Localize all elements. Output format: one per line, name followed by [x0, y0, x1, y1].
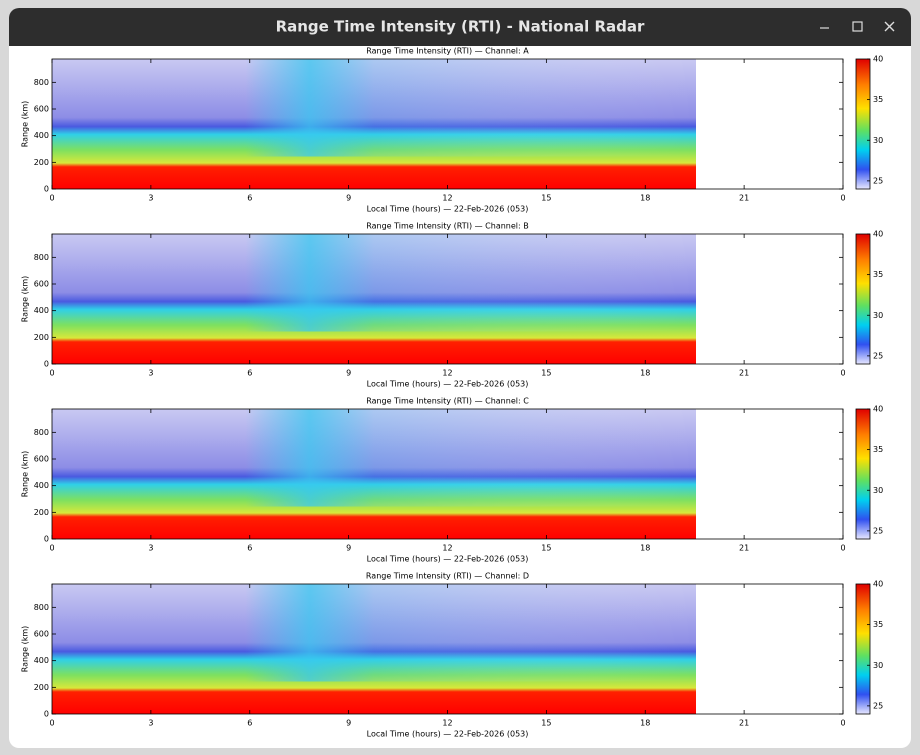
colorbar-tick-label: 35: [873, 620, 883, 629]
x-tick-label: 9: [346, 544, 351, 553]
x-tick-label: 9: [346, 719, 351, 728]
x-tick-label: 21: [739, 544, 749, 553]
x-tick-label: 12: [442, 544, 452, 553]
x-tick-label: 18: [640, 544, 650, 553]
x-axis-label: Local Time (hours) — 22-Feb-2026 (053): [367, 730, 529, 739]
y-tick-label: 800: [34, 78, 49, 87]
x-tick-label: 0: [49, 369, 54, 378]
heatmap-overlay: [52, 59, 696, 157]
x-tick-label: 3: [148, 194, 153, 203]
close-button[interactable]: [884, 21, 895, 32]
y-tick-label: 0: [44, 535, 49, 544]
y-axis-label: Range (km): [21, 276, 30, 323]
x-tick-label: 0: [840, 544, 845, 553]
x-tick-label: 6: [247, 369, 252, 378]
y-tick-label: 800: [34, 603, 49, 612]
x-tick-label: 15: [541, 544, 551, 553]
colorbar: [855, 583, 871, 715]
panel-title: Range Time Intensity (RTI) — Channel: A: [366, 47, 529, 56]
x-axis-label: Local Time (hours) — 22-Feb-2026 (053): [367, 555, 529, 564]
heatmap-overlay: [52, 584, 696, 682]
y-tick-label: 600: [34, 455, 49, 464]
colorbar-tick-label: 30: [873, 661, 883, 670]
x-tick-label: 3: [148, 544, 153, 553]
x-tick-label: 0: [840, 369, 845, 378]
y-tick-label: 200: [34, 333, 49, 342]
y-tick-label: 600: [34, 630, 49, 639]
colorbar-tick-label: 35: [873, 270, 883, 279]
y-tick-label: 600: [34, 105, 49, 114]
y-axis-label: Range (km): [21, 626, 30, 673]
y-tick-label: 400: [34, 481, 49, 490]
x-tick-label: 6: [247, 544, 252, 553]
colorbar-tick-label: 30: [873, 486, 883, 495]
x-tick-label: 12: [442, 194, 452, 203]
x-tick-label: 15: [541, 369, 551, 378]
colorbar-tick-label: 25: [873, 176, 883, 185]
x-tick-label: 18: [640, 369, 650, 378]
x-axis-label: Local Time (hours) — 22-Feb-2026 (053): [367, 380, 529, 389]
x-tick-label: 6: [247, 194, 252, 203]
window-title: Range Time Intensity (RTI) - National Ra…: [276, 18, 645, 36]
panel-title: Range Time Intensity (RTI) — Channel: D: [366, 572, 529, 581]
y-tick-label: 800: [34, 253, 49, 262]
heatmap-overlay: [52, 234, 696, 332]
y-tick-label: 800: [34, 428, 49, 437]
colorbar-tick-label: 30: [873, 136, 883, 145]
colorbar-tick-label: 40: [873, 580, 883, 589]
y-tick-label: 400: [34, 656, 49, 665]
y-tick-label: 200: [34, 508, 49, 517]
colorbar-tick-label: 25: [873, 701, 883, 710]
colorbar-tick-label: 30: [873, 311, 883, 320]
x-tick-label: 0: [840, 719, 845, 728]
y-tick-label: 0: [44, 360, 49, 369]
x-tick-label: 3: [148, 719, 153, 728]
x-tick-label: 9: [346, 369, 351, 378]
colorbar: [855, 408, 871, 540]
x-tick-label: 15: [541, 719, 551, 728]
x-tick-label: 21: [739, 194, 749, 203]
x-tick-label: 3: [148, 369, 153, 378]
colorbar: [855, 58, 871, 190]
colorbar-tick-label: 35: [873, 445, 883, 454]
colorbar-tick-label: 40: [873, 405, 883, 414]
y-tick-label: 0: [44, 710, 49, 719]
y-tick-label: 400: [34, 131, 49, 140]
y-axis-label: Range (km): [21, 451, 30, 498]
x-tick-label: 18: [640, 719, 650, 728]
x-tick-label: 18: [640, 194, 650, 203]
y-tick-label: 600: [34, 280, 49, 289]
colorbar-tick-label: 40: [873, 55, 883, 64]
y-axis-label: Range (km): [21, 101, 30, 148]
x-tick-label: 9: [346, 194, 351, 203]
colorbar: [855, 233, 871, 365]
x-tick-label: 21: [739, 719, 749, 728]
colorbar-tick-label: 25: [873, 526, 883, 535]
x-tick-label: 12: [442, 369, 452, 378]
panel-title: Range Time Intensity (RTI) — Channel: C: [366, 397, 529, 406]
y-tick-label: 200: [34, 158, 49, 167]
maximize-button[interactable]: [852, 21, 863, 32]
y-tick-label: 200: [34, 683, 49, 692]
x-tick-label: 12: [442, 719, 452, 728]
y-tick-label: 400: [34, 306, 49, 315]
x-tick-label: 21: [739, 369, 749, 378]
colorbar-tick-label: 25: [873, 351, 883, 360]
colorbar-tick-label: 40: [873, 230, 883, 239]
panel-title: Range Time Intensity (RTI) — Channel: B: [366, 222, 529, 231]
y-tick-label: 0: [44, 185, 49, 194]
x-tick-label: 0: [49, 544, 54, 553]
x-tick-label: 15: [541, 194, 551, 203]
colorbar-tick-label: 35: [873, 95, 883, 104]
title-bar: [9, 8, 911, 46]
heatmap-overlay: [52, 409, 696, 507]
x-axis-label: Local Time (hours) — 22-Feb-2026 (053): [367, 205, 529, 214]
x-tick-label: 0: [49, 194, 54, 203]
x-tick-label: 0: [840, 194, 845, 203]
x-tick-label: 6: [247, 719, 252, 728]
x-tick-label: 0: [49, 719, 54, 728]
